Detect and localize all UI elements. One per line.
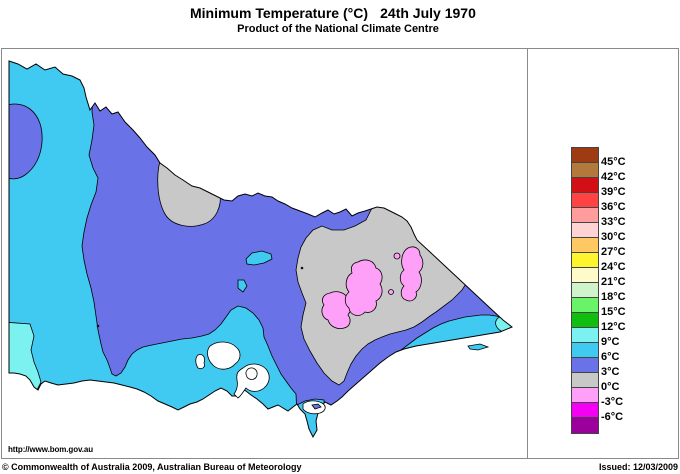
legend-label--3C: -3°C: [601, 396, 624, 408]
legend-cell-9: [572, 282, 598, 298]
legend-label-30C: 30°C: [601, 231, 626, 243]
legend-cell-13: [572, 342, 598, 358]
page-title-date: 24th July 1970: [380, 5, 476, 21]
lake-west-small: [195, 354, 206, 370]
legend-label-33C: 33°C: [601, 216, 626, 228]
region-m3-0c-alpine-central-patch: [344, 259, 383, 316]
legend-cell-12: [572, 327, 598, 343]
lake-corangamite: [207, 341, 241, 370]
small-lake-dot-central: [300, 266, 304, 270]
legend-label-0C: 0°C: [601, 381, 620, 393]
region-m3-0c-alpine-dot-south: [388, 289, 394, 295]
legend-label-15C: 15°C: [601, 306, 626, 318]
east-coast-barrier-island: [467, 343, 490, 351]
legend-cell-1: [572, 162, 598, 178]
copyright-notice: © Commonwealth of Australia 2009, Austra…: [2, 462, 302, 472]
port-phillip-bay: [233, 363, 270, 399]
issued-date: Issued: 12/03/2009: [598, 462, 678, 472]
victoria-state-outline: [8, 60, 513, 439]
legend-label-18C: 18°C: [601, 291, 626, 303]
map-legend-divider: [527, 48, 528, 458]
legend-label--6C: -6°C: [601, 411, 624, 423]
legend-cell-15: [572, 372, 598, 388]
small-lake-dot-west: [96, 324, 100, 328]
legend-cell-0: [572, 148, 598, 163]
region-3-6c-northwest-blob: [9, 103, 43, 180]
region-6-9c-central-patch-large: [245, 250, 273, 266]
lake-south-small: [245, 367, 258, 380]
bom-url: http://www.bom.gov.au: [8, 445, 94, 454]
legend-cell-6: [572, 237, 598, 253]
legend-label-27C: 27°C: [601, 246, 626, 258]
region-0-3c-north-border-teardrop: [157, 160, 221, 227]
legend-label-3C: 3°C: [601, 366, 620, 378]
legend-label-24C: 24°C: [601, 261, 626, 273]
legend-cell-4: [572, 207, 598, 223]
legend-label-12C: 12°C: [601, 321, 626, 333]
legend-label-36C: 36°C: [601, 201, 626, 213]
legend-label-6C: 6°C: [601, 351, 620, 363]
french-island: [311, 403, 322, 410]
legend-cell-14: [572, 357, 598, 373]
legend-label-21C: 21°C: [601, 276, 626, 288]
legend-label-39C: 39°C: [601, 186, 626, 198]
temperature-legend-colorbar: [571, 147, 599, 434]
legend-cell-10: [572, 297, 598, 313]
legend-cell-2: [572, 177, 598, 193]
legend-cell-3: [572, 192, 598, 208]
legend-cell-17: [572, 402, 598, 418]
region-m3-0c-alpine-east-patch: [399, 246, 424, 302]
page-subtitle: Product of the National Climate Centre: [237, 23, 439, 35]
legend-label-42C: 42°C: [601, 171, 626, 183]
map-frame: [1, 48, 679, 459]
region-m3-0c-alpine-dot-north: [393, 252, 401, 260]
legend-cell-16: [572, 387, 598, 403]
region-6-9c-central-patch-small: [237, 279, 248, 293]
legend-cell-8: [572, 267, 598, 283]
legend-label-9C: 9°C: [601, 336, 620, 348]
page-title: Minimum Temperature (°C): [189, 5, 369, 21]
legend-cell-18: [572, 417, 598, 433]
legend-cell-11: [572, 312, 598, 328]
legend-label-45C: 45°C: [601, 156, 626, 168]
legend-cell-5: [572, 222, 598, 238]
legend-cell-7: [572, 252, 598, 268]
